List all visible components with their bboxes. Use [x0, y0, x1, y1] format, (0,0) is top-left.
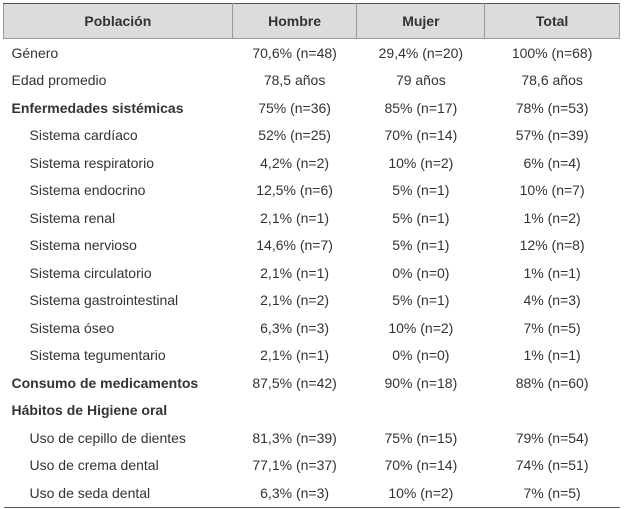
table-cell: 87,5% (n=42)	[252, 374, 337, 391]
table-cell: 4,2% (n=2)	[260, 154, 330, 171]
table-cell: 6,3% (n=3)	[260, 319, 330, 336]
table-cell: 12,5% (n=6)	[256, 182, 333, 199]
table-row: Sistema respiratorio 4,2% (n=2) 10% (n=2) 6…	[4, 149, 620, 177]
table-row: Uso de seda dental 6,3% (n=3) 10% (n=2) 7% …	[3, 479, 620, 508]
table-cell: 12% (n=8)	[519, 237, 585, 254]
table-row: Sistema óseo 6,3% (n=3) 10% (n=2) 7% (n=5)	[4, 314, 620, 342]
table-cell: 74% (n=51)	[515, 457, 589, 474]
table-cell: 14,6% (n=7)	[256, 237, 333, 254]
table-cell: 77,1% (n=37)	[252, 457, 337, 474]
header-cell: Total	[484, 3, 620, 39]
table-row: Sistema gastrointestinal 2,1% (n=2) 5% (n=…	[4, 287, 620, 315]
table-cell: 79 años	[395, 72, 446, 89]
table-cell: 4% (n=3)	[523, 292, 581, 309]
row-label: Uso de cepillo de dientes	[29, 429, 186, 446]
data-table: Población Hombre Mujer Total Género 70,6% (n…	[3, 3, 620, 508]
table-cell: 85% (n=17)	[384, 99, 458, 116]
table-row: Uso de crema dental 77,1% (n=37) 70% (n=14…	[4, 452, 620, 480]
row-label: Género	[11, 44, 59, 61]
row-label: Sistema endocrino	[29, 182, 146, 199]
table-cell: 75% (n=15)	[384, 429, 458, 446]
table-cell	[357, 397, 485, 425]
table-cell: 2,1% (n=1)	[260, 209, 330, 226]
row-label: Hábitos de Higiene oral	[11, 402, 168, 419]
table-row: Sistema cardíaco 52% (n=25) 70% (n=14) 57% …	[4, 122, 620, 150]
table-cell: 0% (n=0)	[392, 264, 450, 281]
row-label: Sistema renal	[29, 209, 116, 226]
header-cell: Mujer	[356, 3, 486, 39]
table-cell: 78% (n=53)	[515, 99, 589, 116]
table-cell: 90% (n=18)	[384, 374, 458, 391]
table-cell: 10% (n=2)	[388, 319, 454, 336]
table-cell: 1% (n=1)	[523, 347, 581, 364]
table-row: Sistema endocrino 12,5% (n=6) 5% (n=1) 10% …	[4, 177, 620, 205]
table-row: Hábitos de Higiene oral	[4, 397, 620, 425]
row-label: Sistema respiratorio	[29, 154, 155, 171]
table-cell: 1% (n=2)	[523, 209, 581, 226]
table-row: Uso de cepillo de dientes 81,3% (n=39) 75%…	[4, 424, 620, 452]
table-cell: 2,1% (n=1)	[260, 264, 330, 281]
table-row: Consumo de medicamentos 87,5% (n=42) 90% (…	[4, 369, 620, 397]
table-body: Género 70,6% (n=48) 29,4% (n=20) 100% (n=68…	[3, 39, 620, 508]
table-cell: 7% (n=5)	[523, 319, 581, 336]
table-cell: 0% (n=0)	[392, 347, 450, 364]
table-cell: 10% (n=2)	[388, 154, 454, 171]
row-label: Uso de seda dental	[3, 479, 233, 508]
table-cell: 78,6 años	[521, 72, 583, 89]
table-cell: 52% (n=25)	[258, 127, 331, 144]
table-cell: 7% (n=5)	[484, 479, 620, 508]
table-cell: 79% (n=54)	[515, 429, 589, 446]
table-cell	[485, 397, 620, 425]
table-cell: 70% (n=14)	[384, 457, 458, 474]
row-label: Edad promedio	[11, 72, 107, 89]
header-cell: Población	[3, 3, 233, 39]
table-cell: 70% (n=14)	[384, 127, 458, 144]
row-label: Sistema nervioso	[29, 237, 137, 254]
header-row: Población Hombre Mujer Total	[3, 3, 620, 39]
table-cell: 5% (n=1)	[392, 182, 450, 199]
table-cell: 5% (n=1)	[392, 209, 450, 226]
table-cell: 29,4% (n=20)	[378, 44, 464, 61]
table-cell: 6% (n=4)	[523, 154, 581, 171]
row-label: Uso de crema dental	[29, 457, 159, 474]
table-cell: 5% (n=1)	[392, 292, 450, 309]
table-cell: 81,3% (n=39)	[252, 429, 337, 446]
table-cell: 10% (n=2)	[356, 479, 485, 508]
table-row: Género 70,6% (n=48) 29,4% (n=20) 100% (n=68…	[4, 39, 620, 67]
table-cell: 70,6% (n=48)	[252, 44, 337, 61]
row-label: Consumo de medicamentos	[11, 374, 199, 391]
table-row: Sistema renal 2,1% (n=1) 5% (n=1) 1% (n=2)	[4, 204, 620, 232]
table-cell	[232, 397, 357, 425]
table-row: Sistema nervioso 14,6% (n=7) 5% (n=1) 12% (…	[4, 232, 620, 260]
table-cell: 78,5 años	[263, 72, 326, 89]
row-label: Enfermedades sistémicas	[11, 99, 184, 116]
table-cell: 1% (n=1)	[523, 264, 581, 281]
table-row: Edad promedio 78,5 años 79 años 78,6 años	[4, 67, 620, 95]
table-cell: 2,1% (n=2)	[260, 292, 330, 309]
table-row: Enfermedades sistémicas 75% (n=36) 85% (n=…	[4, 94, 620, 122]
table-cell: 2,1% (n=1)	[260, 347, 330, 364]
table-cell: 6,3% (n=3)	[232, 479, 357, 508]
table-cell: 10% (n=7)	[519, 182, 585, 199]
row-label: Sistema gastrointestinal	[29, 292, 179, 309]
table-cell: 75% (n=36)	[258, 99, 331, 116]
row-label: Sistema circulatorio	[29, 264, 152, 281]
table-cell: 88% (n=60)	[515, 374, 589, 391]
table-cell: 5% (n=1)	[392, 237, 450, 254]
table-row: Sistema circulatorio 2,1% (n=1) 0% (n=0) 1%…	[4, 259, 620, 287]
table-row: Sistema tegumentario 2,1% (n=1) 0% (n=0) 1%…	[4, 342, 620, 370]
row-label: Sistema tegumentario	[29, 347, 166, 364]
header-cell: Hombre	[231, 3, 358, 39]
table-cell: 57% (n=39)	[515, 127, 589, 144]
row-label: Sistema cardíaco	[29, 127, 138, 144]
table-cell: 100% (n=68)	[511, 44, 593, 61]
row-label: Sistema óseo	[29, 319, 115, 336]
